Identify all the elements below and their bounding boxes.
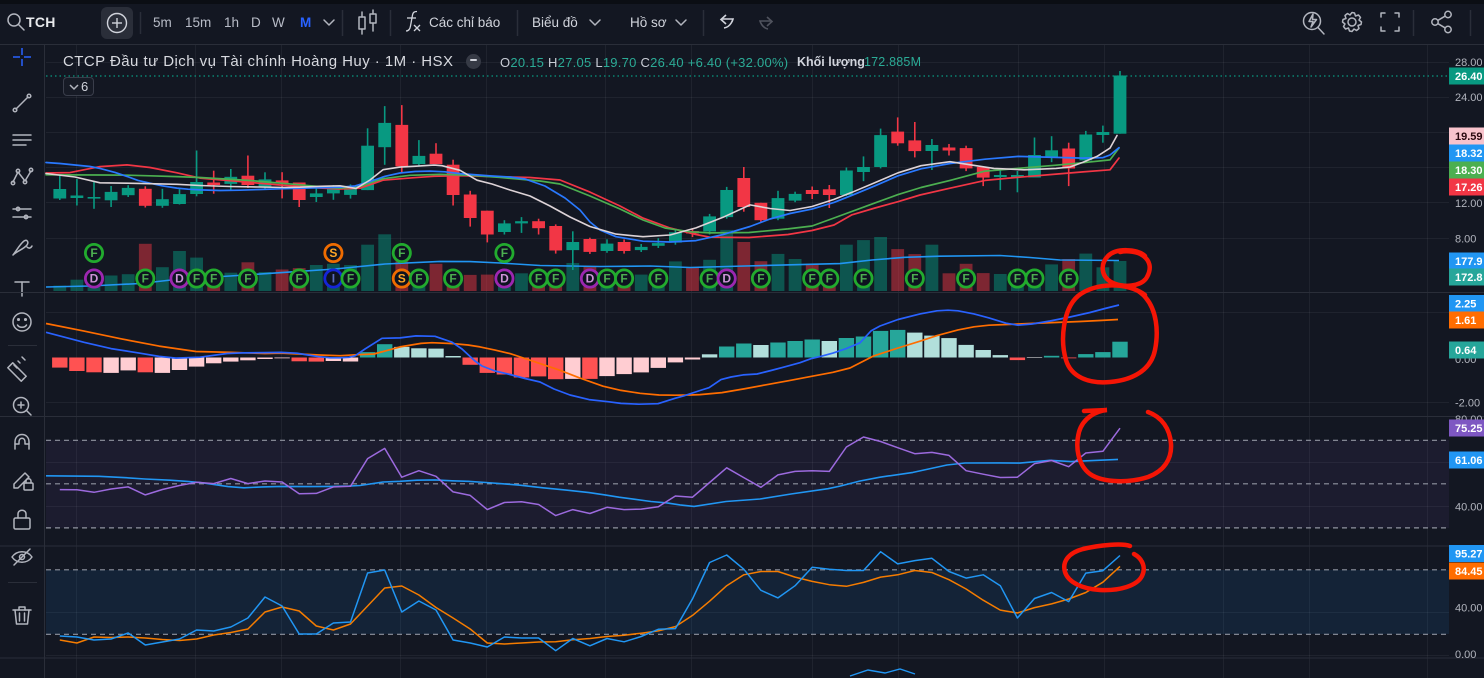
svg-text:F: F (296, 272, 303, 286)
svg-text:F: F (655, 272, 662, 286)
svg-text:F: F (142, 272, 149, 286)
svg-text:D: D (90, 272, 99, 286)
svg-text:177.9: 177.9 (1455, 256, 1483, 268)
svg-text:F: F (962, 272, 969, 286)
svg-text:F: F (210, 272, 217, 286)
svg-text:0.64: 0.64 (1455, 345, 1477, 357)
svg-text:F: F (398, 246, 405, 260)
svg-text:18.30: 18.30 (1455, 165, 1483, 177)
svg-text:F: F (415, 272, 422, 286)
svg-text:F: F (706, 272, 713, 286)
svg-text:-2.00: -2.00 (1455, 398, 1480, 410)
svg-text:75.25: 75.25 (1455, 423, 1483, 435)
svg-text:1.61: 1.61 (1455, 315, 1476, 327)
svg-text:F: F (1031, 272, 1038, 286)
svg-text:F: F (860, 272, 867, 286)
svg-text:S: S (329, 246, 337, 260)
svg-text:F: F (193, 272, 200, 286)
svg-text:0.00: 0.00 (1455, 649, 1476, 661)
svg-text:F: F (1014, 272, 1021, 286)
svg-text:F: F (1065, 272, 1072, 286)
svg-text:12.00: 12.00 (1455, 198, 1483, 210)
svg-text:F: F (552, 272, 559, 286)
svg-text:F: F (535, 272, 542, 286)
svg-text:F: F (911, 272, 918, 286)
svg-text:D: D (586, 272, 595, 286)
svg-text:F: F (347, 272, 354, 286)
svg-text:F: F (90, 246, 97, 260)
svg-text:F: F (826, 272, 833, 286)
svg-text:F: F (603, 272, 610, 286)
svg-text:D: D (500, 272, 509, 286)
svg-text:40.00: 40.00 (1455, 502, 1483, 514)
svg-text:61.06: 61.06 (1455, 455, 1483, 467)
svg-text:F: F (620, 272, 627, 286)
svg-text:D: D (722, 272, 731, 286)
svg-text:D: D (175, 272, 184, 286)
svg-text:26.40: 26.40 (1455, 71, 1483, 83)
svg-text:F: F (757, 272, 764, 286)
svg-text:172.8: 172.8 (1455, 272, 1483, 284)
svg-text:F: F (449, 272, 456, 286)
svg-text:84.45: 84.45 (1455, 566, 1483, 578)
svg-text:8.00: 8.00 (1455, 234, 1476, 246)
svg-text:24.00: 24.00 (1455, 92, 1483, 104)
svg-text:19.59: 19.59 (1455, 131, 1483, 143)
svg-text:F: F (809, 272, 816, 286)
svg-text:F: F (501, 246, 508, 260)
svg-text:17.26: 17.26 (1455, 182, 1483, 194)
svg-text:F: F (244, 272, 251, 286)
svg-text:95.27: 95.27 (1455, 549, 1483, 561)
svg-text:18.32: 18.32 (1455, 148, 1483, 160)
svg-text:2.25: 2.25 (1455, 299, 1476, 311)
svg-text:S: S (398, 272, 406, 286)
svg-text:40.00: 40.00 (1455, 603, 1483, 615)
svg-text:I: I (332, 272, 335, 286)
svg-text:28.00: 28.00 (1455, 57, 1483, 69)
